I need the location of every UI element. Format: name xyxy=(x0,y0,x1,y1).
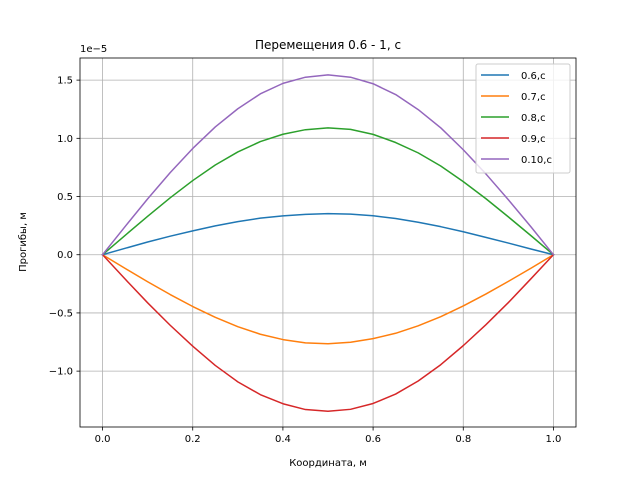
legend-label: 0.10,c xyxy=(521,155,552,166)
series-lines xyxy=(101,74,555,413)
y-tick-label: 0.5 xyxy=(57,192,73,203)
x-axis: 0.0 0.2 0.4 0.6 0.8 1.0 xyxy=(95,427,562,445)
y-axis-label: Прогибы, м xyxy=(18,212,29,272)
y-tick-label: −1.0 xyxy=(49,367,73,378)
x-tick-label: 0.4 xyxy=(275,434,291,445)
legend-label: 0.8,c xyxy=(521,113,546,124)
y-offset-text: 1e−5 xyxy=(80,44,107,55)
series-line-2 xyxy=(101,253,555,345)
y-tick-label: 1.0 xyxy=(57,134,73,145)
series-line-3 xyxy=(101,127,555,256)
y-tick-label: 0.0 xyxy=(57,250,73,261)
legend-label: 0.7,c xyxy=(521,92,546,103)
series-line-4 xyxy=(101,253,555,413)
x-axis-label: Координата, м xyxy=(289,458,367,469)
y-tick-label: −0.5 xyxy=(49,308,73,319)
legend-label: 0.6,c xyxy=(521,71,546,82)
chart-title: Перемещения 0.6 - 1, с xyxy=(255,38,401,52)
x-tick-label: 0.0 xyxy=(95,434,111,445)
legend: 0.6,c 0.7,c 0.8,c 0.9,c 0.10,c xyxy=(475,63,571,174)
x-tick-label: 0.8 xyxy=(455,434,471,445)
x-tick-label: 0.2 xyxy=(185,434,201,445)
y-tick-label: 1.5 xyxy=(57,76,73,87)
series-line-1 xyxy=(101,212,555,256)
legend-frame xyxy=(475,63,571,174)
y-axis: −1.0 −0.5 0.0 0.5 1.0 1.5 xyxy=(49,76,80,378)
x-tick-label: 0.6 xyxy=(365,434,381,445)
x-tick-label: 1.0 xyxy=(546,434,562,445)
legend-label: 0.9,c xyxy=(521,134,546,145)
plot-area-frame xyxy=(79,57,577,428)
